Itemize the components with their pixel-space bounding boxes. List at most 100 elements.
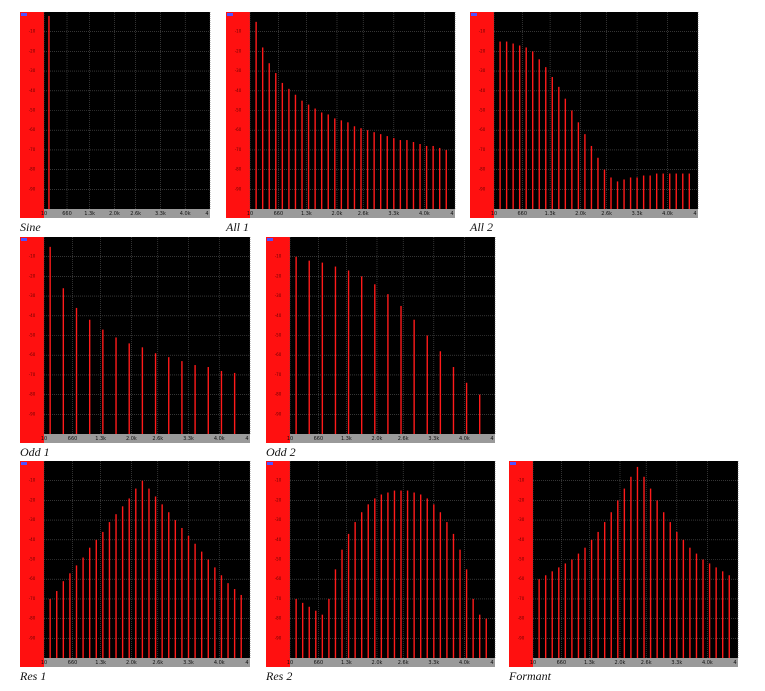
harmonic-line [728, 575, 730, 658]
x-tick-label: 2.0k [126, 436, 137, 442]
y-tick-label: -20 [275, 273, 282, 278]
harmonic-line [275, 73, 277, 209]
corner-marker [227, 13, 233, 16]
x-tick-label: 2.6k [398, 436, 409, 442]
harmonic-line [69, 573, 71, 658]
level-strip [20, 12, 44, 218]
y-tick-label: -10 [29, 478, 36, 483]
harmonic-line [374, 284, 376, 434]
panel-caption: Res 2 [265, 669, 292, 683]
x-tick-label: 4.0k [180, 211, 191, 217]
harmonic-line [655, 173, 658, 209]
harmonic-line [722, 571, 724, 658]
harmonic-line [141, 480, 144, 658]
corner-marker [471, 13, 477, 16]
x-tick-label: 10 [287, 660, 293, 666]
harmonic-line [75, 307, 78, 434]
harmonic-line [49, 598, 51, 658]
harmonic-line [597, 531, 599, 658]
x-tick-label: 2.0k [615, 660, 626, 666]
harmonic-line [327, 114, 329, 209]
y-tick-label: -10 [29, 254, 36, 259]
x-tick-label: 4.0k [214, 660, 225, 666]
harmonic-line [445, 149, 447, 209]
harmonic-line [307, 104, 310, 209]
y-tick-label: -50 [518, 557, 525, 562]
x-tick-label: 1.3k [84, 211, 95, 217]
y-tick-label: -40 [29, 88, 36, 93]
harmonic-line [220, 370, 223, 434]
harmonic-line [419, 494, 422, 658]
harmonic-line [214, 567, 216, 658]
x-tick-label: 10 [41, 436, 47, 442]
harmonic-line [48, 15, 50, 209]
x-tick-label: 4 [245, 660, 248, 666]
x-tick-label: 4.0k [662, 211, 673, 217]
x-tick-label: 1.3k [545, 211, 556, 217]
harmonic-line [49, 246, 51, 434]
harmonic-line [603, 522, 606, 658]
y-tick-label: -30 [479, 68, 486, 73]
harmonic-line [207, 559, 209, 658]
x-tick-label: 2.6k [152, 660, 163, 666]
x-tick-label: 2.6k [641, 660, 652, 666]
x-tick-label: 10 [530, 660, 536, 666]
harmonic-line [121, 506, 124, 658]
harmonic-line [135, 488, 137, 658]
level-strip [226, 12, 250, 218]
harmonic-line [465, 569, 468, 658]
x-tick-label: 10 [491, 211, 497, 217]
harmonic-line [532, 51, 534, 210]
harmonic-line [88, 319, 91, 434]
panel-caption: All 2 [469, 220, 493, 234]
x-tick-label: 2.0k [575, 211, 586, 217]
x-tick-label: 10 [287, 436, 293, 442]
harmonic-line [675, 173, 677, 209]
harmonic-line [82, 557, 84, 658]
harmonic-line [446, 522, 448, 658]
y-tick-label: -40 [275, 313, 282, 318]
harmonic-line [695, 553, 698, 658]
x-tick-label: 660 [314, 436, 324, 442]
harmonic-line [590, 539, 593, 658]
harmonic-line [545, 67, 547, 209]
x-tick-label: 2.0k [126, 660, 137, 666]
corner-marker [510, 462, 516, 465]
harmonic-line [295, 598, 297, 658]
harmonic-line [708, 563, 711, 658]
harmonic-line [268, 63, 270, 209]
harmonic-line [181, 527, 183, 658]
x-tick-label: 10 [41, 660, 47, 666]
x-tick-label: 4 [733, 660, 736, 666]
y-tick-label: -20 [518, 497, 525, 502]
y-tick-label: -30 [29, 68, 36, 73]
y-tick-label: -80 [29, 167, 36, 172]
harmonic-line [220, 575, 223, 658]
harmonic-line [538, 59, 540, 209]
harmonic-line [406, 490, 409, 658]
harmonic-line [321, 614, 324, 658]
level-strip [470, 12, 494, 218]
y-tick-label: -50 [29, 333, 36, 338]
x-tick-label: 3.3k [428, 436, 439, 442]
harmonic-line [115, 337, 117, 434]
y-tick-label: -20 [479, 48, 486, 53]
harmonic-line [386, 136, 388, 209]
panel-caption: Odd 2 [266, 445, 296, 459]
x-tick-label: 4.0k [459, 436, 470, 442]
harmonic-line [161, 504, 163, 658]
harmonic-line [629, 177, 632, 209]
x-tick-label: 3.3k [388, 211, 399, 217]
y-tick-label: -90 [235, 186, 242, 191]
harmonic-line [320, 112, 323, 209]
x-tick-label: 660 [62, 211, 72, 217]
harmonic-line [393, 490, 396, 658]
x-tick-label: 4.0k [459, 660, 470, 666]
harmonic-line [174, 520, 177, 658]
harmonic-line [419, 143, 421, 209]
harmonic-line [360, 128, 362, 209]
spectrum-panel: -90 -80 -70 -60 -50 -40 -30 -20 -10 10 660 1.3k 2.0k… [19, 461, 251, 683]
level-strip [266, 461, 290, 667]
y-tick-label: -10 [29, 29, 36, 34]
harmonic-line [518, 45, 521, 209]
